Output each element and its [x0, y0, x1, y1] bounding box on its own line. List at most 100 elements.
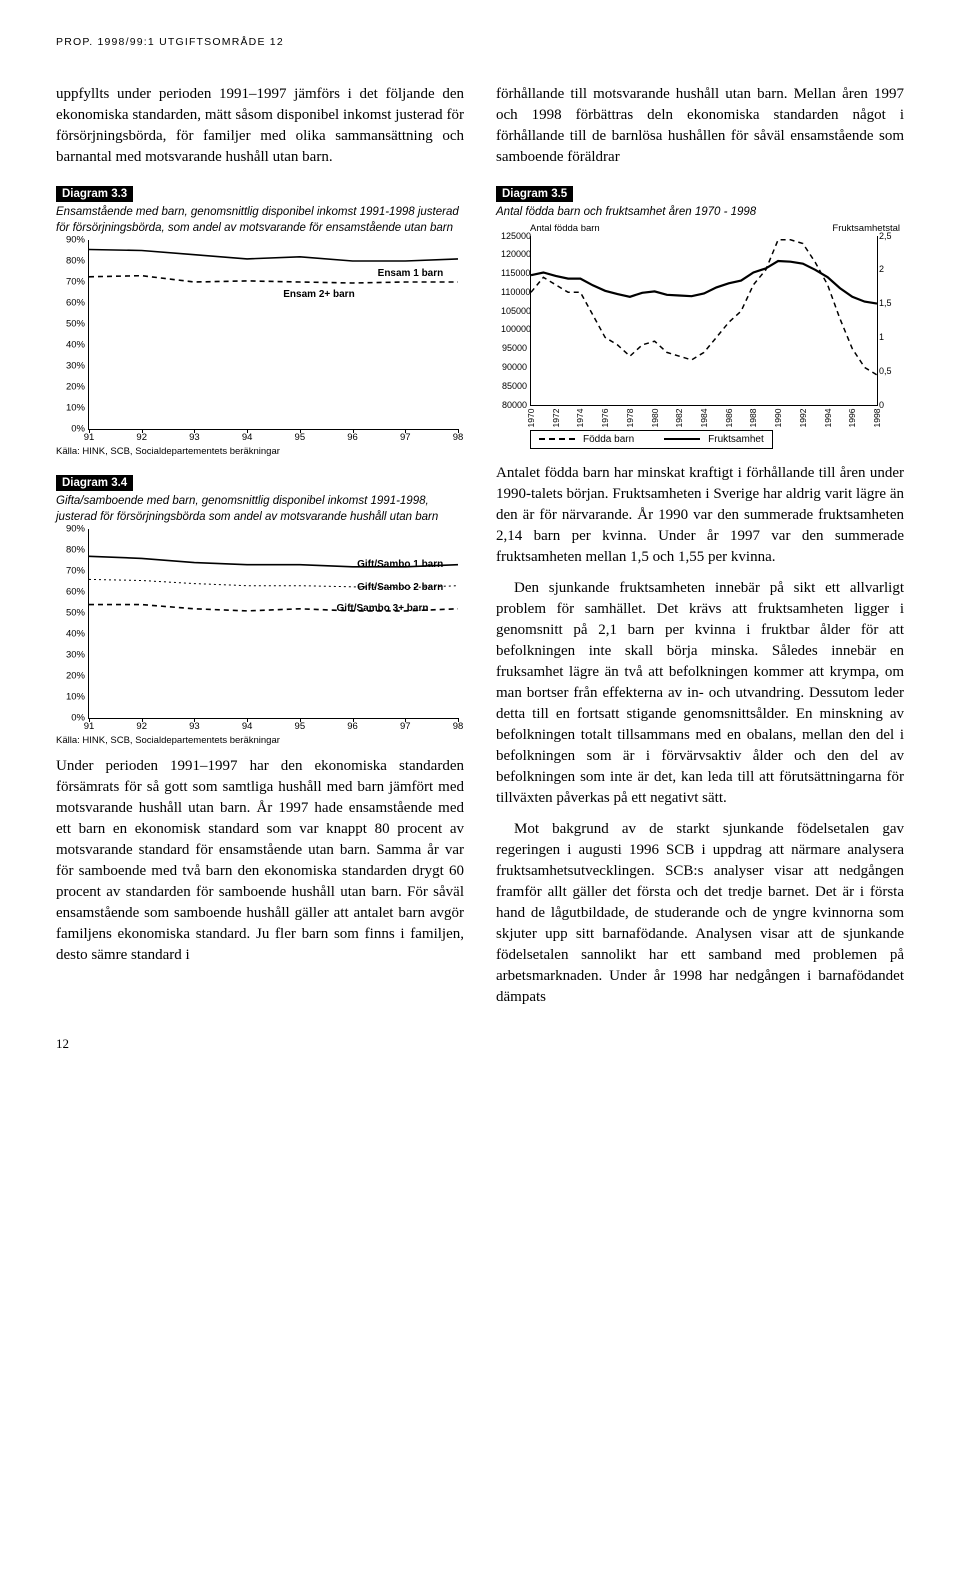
y-tick-label: 0%: [59, 424, 85, 435]
y-tick-label: 10%: [59, 692, 85, 703]
legend-fruktsamhet: Fruktsamhet: [664, 434, 764, 445]
diagram-3-3-caption: Ensamstående med barn, genomsnittlig dis…: [56, 205, 464, 236]
y-tick-label: 120000: [501, 249, 527, 259]
diagram-3-5-title: Diagram 3.5: [496, 186, 573, 202]
y-tick-label: 60%: [59, 587, 85, 598]
x-tick-label: 93: [189, 432, 200, 443]
y-tick-label: 30%: [59, 650, 85, 661]
x-tick-label: 92: [136, 721, 147, 732]
diagram-3-3-source: Källa: HINK, SCB, Socialdepartementets b…: [56, 446, 464, 457]
legend-label-fodda: Födda barn: [583, 434, 634, 445]
right-column: förhållande till motsvarande hushåll uta…: [496, 84, 904, 1018]
diagram-3-5-legend: Födda barn Fruktsamhet: [530, 430, 773, 449]
right-para-1: förhållande till motsvarande hushåll uta…: [496, 84, 904, 168]
x-tick-label: 1980: [650, 408, 660, 427]
right-para-3: Den sjunkande fruktsamheten innebär på s…: [496, 578, 904, 809]
x-tick-label: 95: [295, 721, 306, 732]
right-para-4: Mot bakgrund av de starkt sjunkande föde…: [496, 819, 904, 1008]
series-label-gs-1: Gift/Sambo 1 barn: [357, 559, 443, 570]
x-tick-label: 94: [242, 432, 253, 443]
diagram-3-4-chart: Gift/Sambo 1 barn Gift/Sambo 2 barn Gift…: [56, 529, 464, 746]
series-label-ensam-1: Ensam 1 barn: [378, 268, 444, 279]
y2-tick-label: 1: [879, 332, 901, 342]
y-tick-label: 110000: [501, 287, 527, 297]
content-columns: uppfyllts under perioden 1991–1997 jämfö…: [56, 84, 904, 1018]
legend-dash-icon: [539, 438, 575, 440]
left-para-2: Under perioden 1991–1997 har den ekonomi…: [56, 756, 464, 966]
x-tick-label: 1982: [674, 408, 684, 427]
legend-solid-icon: [664, 438, 700, 440]
y-tick-label: 100000: [501, 324, 527, 334]
series-label-gs-2: Gift/Sambo 2 barn: [357, 582, 443, 593]
y-tick-label: 40%: [59, 340, 85, 351]
x-tick-label: 1994: [823, 408, 833, 427]
x-tick-label: 96: [347, 432, 358, 443]
x-tick-label: 98: [453, 432, 464, 443]
x-tick-label: 1974: [575, 408, 585, 427]
y-tick-label: 60%: [59, 298, 85, 309]
x-tick-label: 1988: [748, 408, 758, 427]
y2-tick-label: 0: [879, 400, 901, 410]
x-tick-label: 97: [400, 432, 411, 443]
y-tick-label: 80%: [59, 256, 85, 267]
series-label-ensam-2plus: Ensam 2+ barn: [283, 289, 354, 300]
x-tick-label: 1976: [600, 408, 610, 427]
y-tick-label: 85000: [501, 381, 527, 391]
x-tick-label: 92: [136, 432, 147, 443]
y-tick-label: 50%: [59, 319, 85, 330]
x-tick-label: 1996: [847, 408, 857, 427]
y-tick-label: 40%: [59, 629, 85, 640]
y2-tick-label: 2: [879, 264, 901, 274]
diagram-3-5-chart: Antal födda barn Fruktsamhetstal 8000085…: [496, 223, 904, 449]
diagram-3-4-title: Diagram 3.4: [56, 475, 133, 491]
d35-left-axis-label: Antal födda barn: [530, 223, 600, 234]
x-tick-label: 1998: [872, 408, 882, 427]
y-tick-label: 95000: [501, 343, 527, 353]
y2-tick-label: 2,5: [879, 231, 901, 241]
x-tick-label: 96: [347, 721, 358, 732]
diagram-3-3-chart: Ensam 1 barn Ensam 2+ barn 0% 10% 20% 30% 40…: [56, 240, 464, 457]
x-tick-label: 1984: [699, 408, 709, 427]
page-number: 12: [56, 1036, 904, 1052]
y-tick-label: 115000: [501, 268, 527, 278]
left-para-1: uppfyllts under perioden 1991–1997 jämfö…: [56, 84, 464, 168]
x-tick-label: 93: [189, 721, 200, 732]
y-tick-label: 90%: [59, 524, 85, 535]
x-tick-label: 1990: [773, 408, 783, 427]
y2-tick-label: 0,5: [879, 366, 901, 376]
series-label-gs-3plus: Gift/Sambo 3+ barn: [337, 603, 429, 614]
y-tick-label: 105000: [501, 306, 527, 316]
x-tick-label: 98: [453, 721, 464, 732]
y-tick-label: 20%: [59, 671, 85, 682]
y-tick-label: 30%: [59, 361, 85, 372]
x-tick-label: 1970: [526, 408, 536, 427]
y-tick-label: 70%: [59, 566, 85, 577]
diagram-3-4-caption: Gifta/samboende med barn, genomsnittlig …: [56, 494, 464, 525]
diagram-3-4-source: Källa: HINK, SCB, Socialdepartementets b…: [56, 735, 464, 746]
x-tick-label: 1972: [551, 408, 561, 427]
x-tick-label: 1978: [625, 408, 635, 427]
legend-label-frukt: Fruktsamhet: [708, 434, 764, 445]
y-tick-label: 0%: [59, 713, 85, 724]
y-tick-label: 50%: [59, 608, 85, 619]
x-tick-label: 95: [295, 432, 306, 443]
diagram-3-3-title: Diagram 3.3: [56, 186, 133, 202]
y-tick-label: 90000: [501, 362, 527, 372]
x-tick-label: 1986: [724, 408, 734, 427]
right-para-2: Antalet födda barn har minskat kraftigt …: [496, 463, 904, 568]
x-tick-label: 97: [400, 721, 411, 732]
y-tick-label: 90%: [59, 235, 85, 246]
y2-tick-label: 1,5: [879, 298, 901, 308]
x-tick-label: 91: [84, 432, 95, 443]
x-tick-label: 94: [242, 721, 253, 732]
y-tick-label: 80%: [59, 545, 85, 556]
diagram-3-5-caption: Antal födda barn och fruktsamhet åren 19…: [496, 205, 904, 221]
y-tick-label: 20%: [59, 382, 85, 393]
y-tick-label: 70%: [59, 277, 85, 288]
x-tick-label: 91: [84, 721, 95, 732]
page-header: PROP. 1998/99:1 UTGIFTSOMRÅDE 12: [56, 36, 904, 48]
legend-fodda-barn: Födda barn: [539, 434, 634, 445]
y-tick-label: 10%: [59, 403, 85, 414]
left-column: uppfyllts under perioden 1991–1997 jämfö…: [56, 84, 464, 1018]
y-tick-label: 125000: [501, 231, 527, 241]
